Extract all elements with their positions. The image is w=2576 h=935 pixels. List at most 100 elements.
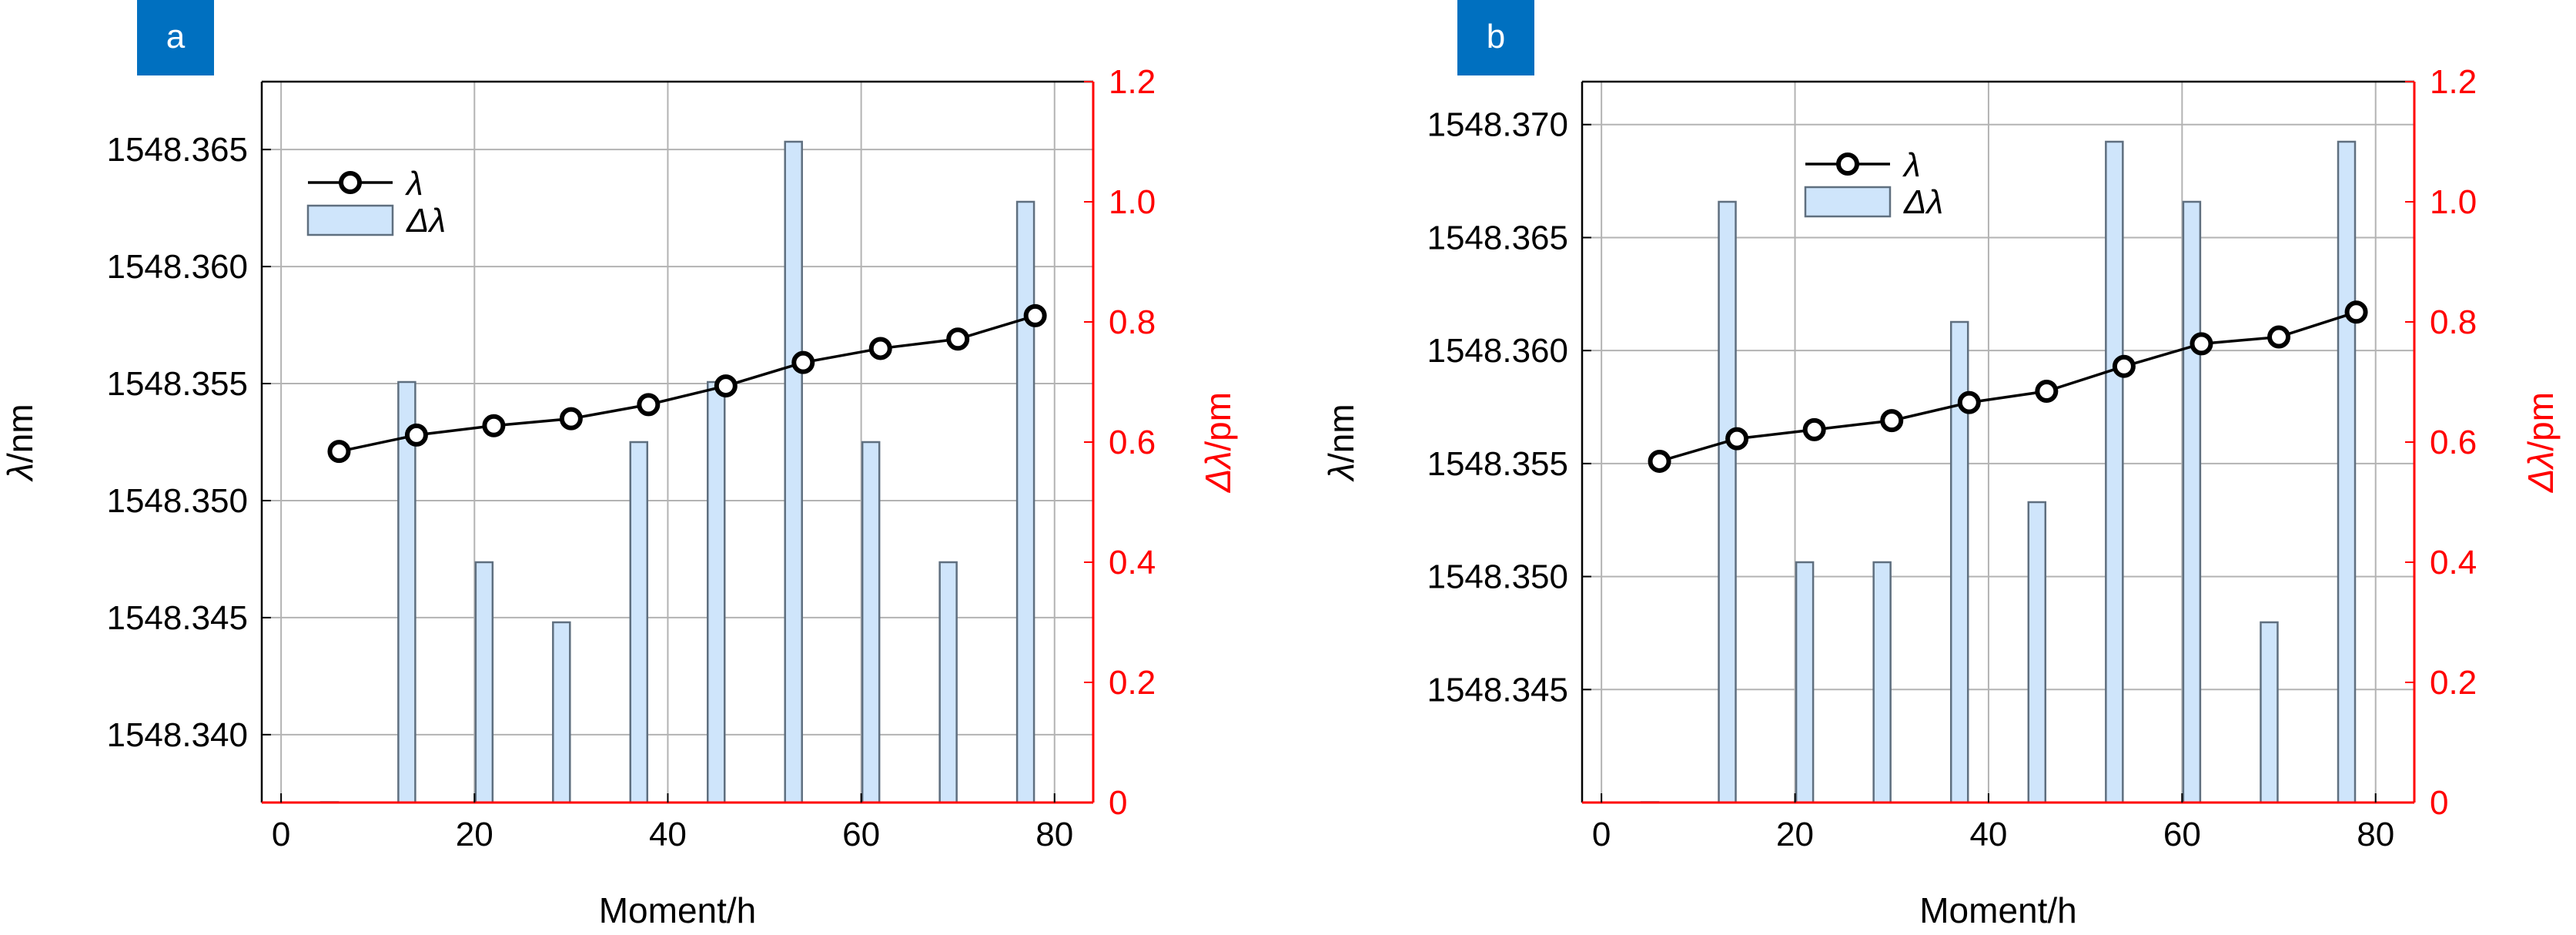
- delta-lambda-bar: [1872, 561, 1892, 804]
- y-left-tick-label: 1548.355: [1427, 445, 1568, 483]
- x-tick-label: 20: [456, 816, 493, 853]
- legend-bar-sample: [306, 204, 394, 236]
- delta-lambda-bar: [474, 561, 494, 804]
- y-right-axis-label: Δλ/pm: [1198, 392, 1238, 493]
- y-right-tick-label: 0.4: [1109, 544, 1156, 581]
- x-tick-label: 80: [2357, 816, 2394, 853]
- lambda-marker: [2035, 379, 2059, 403]
- delta-lambda-bar: [2027, 501, 2047, 804]
- delta-lambda-bar: [1795, 561, 1815, 804]
- y-left-tick-label: 1548.345: [1427, 671, 1568, 709]
- lambda-marker: [2112, 354, 2136, 378]
- legend-bar-sample: [1804, 186, 1892, 218]
- x-tick-label: 20: [1776, 816, 1814, 853]
- delta-lambda-bar: [2182, 200, 2202, 804]
- lambda-marker: [482, 414, 506, 437]
- x-tick-label: 0: [1592, 816, 1611, 853]
- y-left-axis-label-unit: /nm: [0, 404, 40, 463]
- lambda-marker: [2344, 300, 2368, 324]
- lambda-line: [339, 314, 1036, 453]
- y-left-tick-label: 1548.365: [106, 131, 248, 169]
- x-axis-label: Moment/h: [599, 890, 757, 930]
- y-right-axis-label-unit: /pm: [2521, 392, 2561, 451]
- y-right-tick-label: 0.6: [1109, 424, 1156, 461]
- y-right-tick-label: 0: [1109, 784, 1127, 822]
- legend-bar-label: Δλ: [406, 202, 446, 240]
- legend-marker-sample: [1836, 152, 1859, 176]
- y-right-axis-label-var: Δλ: [2521, 451, 2561, 494]
- y-right-tick-label: 1.0: [2430, 183, 2477, 221]
- y-left-tick-label: 1548.350: [106, 482, 248, 520]
- panel-a: 0 20 40 60 80 1548.340 1548.345 1548.350 1548.35…: [0, 0, 1238, 930]
- lambda-marker: [1957, 390, 1981, 414]
- legend-line-label: λ: [1902, 146, 1921, 184]
- lambda-marker: [2190, 332, 2213, 356]
- delta-lambda-bar: [2337, 140, 2357, 804]
- lambda-marker: [559, 407, 583, 431]
- y-left-axis-label: λ/nm: [0, 404, 40, 482]
- panel-b: 0 20 40 60 80 1548.345 1548.350 1548.355 1548.36…: [1321, 0, 2561, 930]
- delta-lambda-bar: [552, 621, 571, 804]
- lambda-marker: [868, 337, 892, 360]
- delta-lambda-bar: [1015, 200, 1035, 804]
- delta-lambda-bar: [861, 441, 881, 804]
- y-left-axis-label-unit: /nm: [1321, 404, 1361, 463]
- delta-lambda-bar: [938, 561, 958, 804]
- lambda-marker: [1880, 409, 1904, 433]
- y-left-tick-label: 1548.345: [106, 599, 248, 637]
- x-tick-label: 40: [649, 816, 687, 853]
- x-tick-label: 60: [842, 816, 880, 853]
- x-tick-label: 40: [1969, 816, 2007, 853]
- lambda-marker: [1648, 449, 1671, 473]
- lambda-marker: [791, 350, 815, 374]
- x-axis-label: Moment/h: [1919, 890, 2077, 930]
- panel-badge: [1457, 0, 1534, 75]
- y-left-tick-label: 1548.360: [106, 248, 248, 286]
- delta-lambda-bar: [2105, 140, 2124, 804]
- y-left-tick-label: 1548.360: [1427, 332, 1568, 370]
- lambda-line: [1659, 310, 2357, 463]
- y-right-tick-label: 1.2: [2430, 63, 2477, 101]
- delta-lambda-bar: [706, 380, 726, 804]
- lambda-marker: [946, 327, 970, 351]
- lambda-marker: [714, 374, 738, 398]
- x-tick-label: 0: [272, 816, 290, 853]
- y-right-tick-label: 0.8: [2430, 303, 2477, 341]
- legend: λΔλ: [1804, 146, 1943, 221]
- legend-line-label: λ: [405, 165, 423, 203]
- y-right-tick-label: 0.4: [2430, 544, 2477, 581]
- lambda-marker: [1802, 417, 1826, 441]
- y-left-tick-label: 1548.365: [1427, 219, 1568, 256]
- lambda-marker: [1023, 303, 1047, 327]
- y-right-tick-label: 0.2: [2430, 664, 2477, 702]
- y-left-axis-label: λ/nm: [1321, 404, 1361, 482]
- delta-lambda-bar: [784, 140, 803, 804]
- y-right-tick-label: 0.6: [2430, 424, 2477, 461]
- lambda-marker: [1725, 427, 1749, 451]
- y-right-tick-label: 0.8: [1109, 303, 1156, 341]
- delta-lambda-bar: [1718, 200, 1737, 804]
- y-right-axis-label-unit: /pm: [1198, 392, 1238, 451]
- y-right-tick-label: 1.0: [1109, 183, 1156, 221]
- y-left-tick-label: 1548.370: [1427, 106, 1568, 144]
- y-right-axis-label: Δλ/pm: [2521, 392, 2561, 493]
- y-left-tick-label: 1548.340: [106, 716, 248, 754]
- delta-lambda-bar: [629, 441, 649, 804]
- lambda-marker: [327, 440, 351, 464]
- y-left-axis-label-var: λ: [0, 463, 40, 483]
- y-right-tick-label: 1.2: [1109, 63, 1156, 101]
- x-tick-label: 80: [1035, 816, 1073, 853]
- x-tick-label: 60: [2163, 816, 2201, 853]
- panel-badge-label: b: [1487, 18, 1505, 55]
- y-left-axis-label-var: λ: [1321, 463, 1361, 483]
- lambda-marker: [637, 393, 661, 417]
- legend-bar-label: Δλ: [1903, 183, 1943, 221]
- legend-marker-sample: [339, 171, 362, 194]
- y-right-tick-label: 0.2: [1109, 664, 1156, 702]
- panel-badge-label: a: [166, 18, 186, 55]
- legend: λΔλ: [306, 165, 446, 240]
- panel-badge: [137, 0, 214, 75]
- delta-lambda-bar: [2260, 621, 2279, 804]
- y-right-axis-label-var: Δλ: [1198, 451, 1238, 494]
